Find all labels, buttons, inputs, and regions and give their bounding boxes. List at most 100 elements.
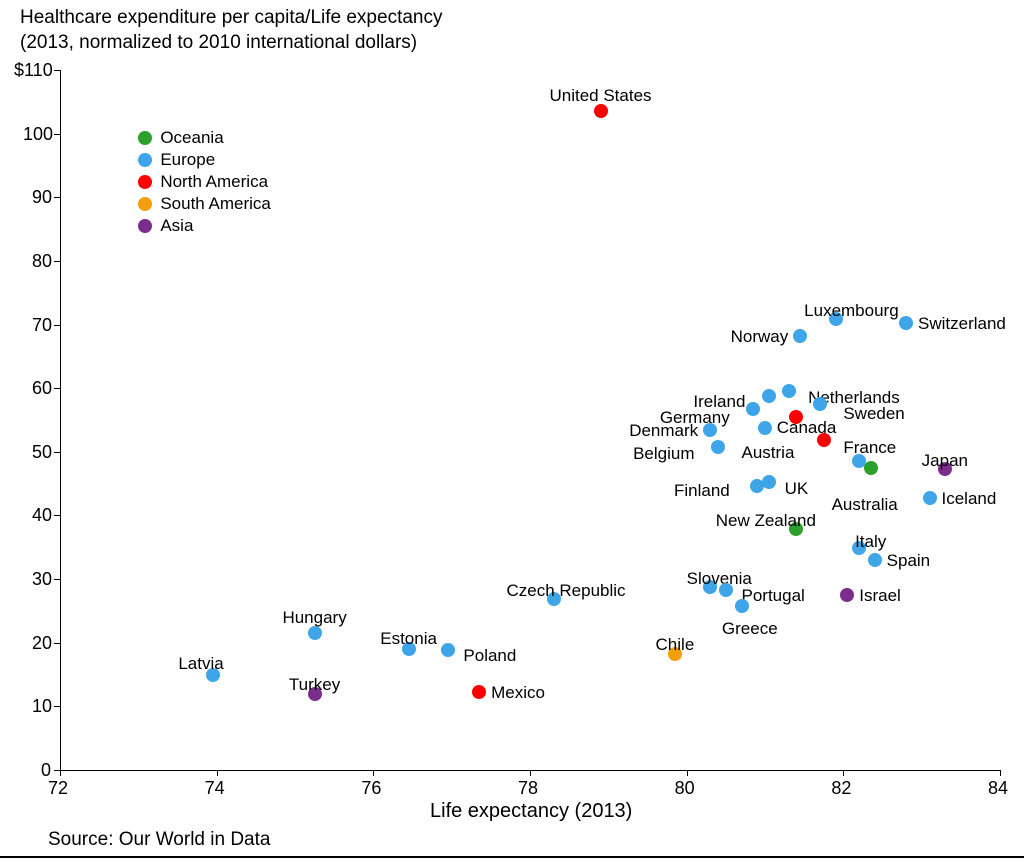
y-tick xyxy=(54,579,60,580)
data-point-label: Czech Republic xyxy=(507,582,626,599)
y-tick-label: 0 xyxy=(41,760,50,781)
data-point-label: Turkey xyxy=(289,676,340,693)
data-point-label: UK xyxy=(785,480,809,497)
x-tick-label: 78 xyxy=(518,778,538,799)
data-point xyxy=(813,397,827,411)
data-point-label: Slovenia xyxy=(687,570,752,587)
data-point-label: Iceland xyxy=(942,490,997,507)
data-point xyxy=(308,626,322,640)
x-tick xyxy=(843,770,844,776)
data-point xyxy=(758,421,772,435)
legend-item: Europe xyxy=(138,149,271,171)
data-point-label: Greece xyxy=(722,620,778,637)
y-tick-label: 90 xyxy=(32,187,50,208)
data-point xyxy=(762,389,776,403)
y-tick xyxy=(54,197,60,198)
y-tick-label: 50 xyxy=(32,442,50,463)
data-point-label: Australia xyxy=(832,496,898,513)
data-point xyxy=(868,553,882,567)
chart-title-line2: (2013, normalized to 2010 international … xyxy=(20,32,417,53)
data-point-label: Spain xyxy=(887,552,930,569)
data-point-label: Japan xyxy=(922,452,968,469)
data-point xyxy=(762,475,776,489)
data-point xyxy=(840,588,854,602)
legend-swatch xyxy=(138,197,152,211)
data-point-label: Estonia xyxy=(380,630,437,647)
y-tick xyxy=(54,643,60,644)
y-tick xyxy=(54,515,60,516)
data-point-label: Sweden xyxy=(843,405,904,422)
data-point xyxy=(472,685,486,699)
data-point xyxy=(899,316,913,330)
x-tick-label: 80 xyxy=(675,778,695,799)
data-point xyxy=(711,440,725,454)
y-tick-label: 80 xyxy=(32,251,50,272)
plot-area: 72747678808284Life expectancy (2013)0102… xyxy=(60,70,1000,770)
y-tick-label: 20 xyxy=(32,633,50,654)
data-point-label: Austria xyxy=(742,444,795,461)
data-point-label: Mexico xyxy=(491,684,545,701)
legend-label: Oceania xyxy=(160,128,223,148)
y-tick xyxy=(54,706,60,707)
y-tick xyxy=(54,261,60,262)
data-point xyxy=(441,643,455,657)
x-tick xyxy=(60,770,61,776)
data-point xyxy=(923,491,937,505)
data-point-label: United States xyxy=(549,87,651,104)
y-tick xyxy=(54,70,60,71)
y-tick-label: 30 xyxy=(32,569,50,590)
legend-label: South America xyxy=(160,194,271,214)
x-tick xyxy=(373,770,374,776)
legend-label: Europe xyxy=(160,150,215,170)
x-tick xyxy=(530,770,531,776)
data-point-label: Denmark xyxy=(629,422,698,439)
legend: OceaniaEuropeNorth AmericaSouth AmericaA… xyxy=(138,127,271,237)
source-text: Source: Our World in Data xyxy=(48,829,270,851)
chart-title-line1: Healthcare expenditure per capita/Life e… xyxy=(20,7,442,28)
data-point-label: Israel xyxy=(859,587,901,604)
data-point-label: Poland xyxy=(463,647,516,664)
data-point-label: Hungary xyxy=(282,609,346,626)
data-point-label: France xyxy=(843,439,896,456)
data-point xyxy=(864,461,878,475)
data-point-label: New Zealand xyxy=(716,512,816,529)
data-point-label: Portugal xyxy=(742,587,805,604)
legend-swatch xyxy=(138,153,152,167)
y-tick xyxy=(54,770,60,771)
y-tick-label: 70 xyxy=(32,315,50,336)
x-tick xyxy=(1000,770,1001,776)
y-tick xyxy=(54,452,60,453)
x-tick-label: 76 xyxy=(361,778,381,799)
data-point xyxy=(793,329,807,343)
chart-container: Healthcare expenditure per capita/Life e… xyxy=(0,0,1024,861)
legend-item: Oceania xyxy=(138,127,271,149)
data-point xyxy=(746,402,760,416)
bottom-rule xyxy=(0,856,1024,858)
legend-swatch xyxy=(138,219,152,233)
legend-label: North America xyxy=(160,172,268,192)
data-point-label: Latvia xyxy=(178,655,223,672)
y-tick-label: 10 xyxy=(32,696,50,717)
data-point-label: Finland xyxy=(674,482,730,499)
y-tick xyxy=(54,134,60,135)
data-point xyxy=(735,599,749,613)
x-tick xyxy=(217,770,218,776)
legend-swatch xyxy=(138,175,152,189)
legend-swatch xyxy=(138,131,152,145)
y-tick-label: 60 xyxy=(32,378,50,399)
x-tick-label: 74 xyxy=(205,778,225,799)
legend-item: South America xyxy=(138,193,271,215)
data-point-label: Italy xyxy=(855,533,886,550)
data-point xyxy=(594,104,608,118)
data-point-label: Luxembourg xyxy=(804,302,899,319)
x-tick-label: 84 xyxy=(988,778,1008,799)
chart-title: Healthcare expenditure per capita/Life e… xyxy=(20,6,442,55)
legend-item: Asia xyxy=(138,215,271,237)
y-axis xyxy=(60,70,61,770)
data-point-label: Norway xyxy=(731,328,789,345)
y-tick-label: 40 xyxy=(32,505,50,526)
data-point-label: Switzerland xyxy=(918,315,1006,332)
x-tick xyxy=(687,770,688,776)
legend-item: North America xyxy=(138,171,271,193)
data-point-label: Belgium xyxy=(633,445,694,462)
